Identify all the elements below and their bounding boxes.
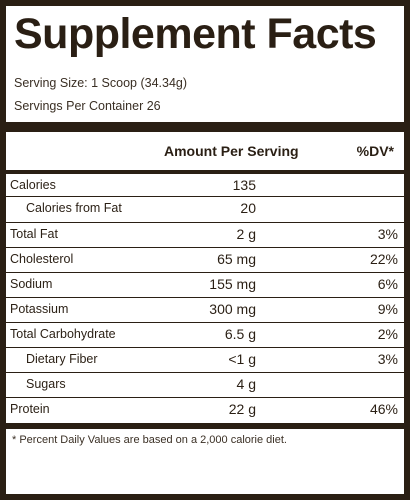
nutrient-name: Cholesterol — [10, 252, 74, 266]
nutrient-amount: 2 g — [236, 226, 256, 242]
nutrient-name: Calories — [10, 178, 56, 192]
nutrient-name: Protein — [10, 402, 50, 416]
nutrient-dv: 3% — [377, 351, 398, 367]
nutrient-row-total-fat: Total Fat 2 g 3% — [6, 222, 404, 245]
thick-divider — [6, 122, 404, 132]
nutrient-dv: 3% — [377, 226, 398, 242]
nutrient-name: Dietary Fiber — [26, 352, 98, 366]
nutrient-row-potassium: Potassium 300 mg 9% — [6, 297, 404, 320]
nutrient-row-protein: Protein 22 g 46% — [6, 397, 404, 420]
nutrient-row-sugars: Sugars 4 g — [6, 372, 404, 395]
nutrient-amount: 20 — [240, 200, 256, 216]
nutrient-row-sodium: Sodium 155 mg 6% — [6, 272, 404, 295]
nutrient-amount: 4 g — [236, 376, 256, 392]
nutrient-name: Potassium — [10, 302, 69, 316]
nutrient-row-total-carbohydrate: Total Carbohydrate 6.5 g 2% — [6, 322, 404, 345]
servings-per-container: Servings Per Container 26 — [14, 99, 161, 113]
nutrient-amount: 22 g — [228, 401, 256, 417]
nutrient-dv: 2% — [377, 326, 398, 342]
nutrient-amount: 135 — [232, 177, 256, 193]
nutrient-dv: 9% — [377, 301, 398, 317]
bottom-thick-divider — [6, 423, 404, 429]
daily-value-footnote: * Percent Daily Values are based on a 2,… — [12, 434, 287, 446]
supplement-facts-panel: Supplement Facts Serving Size: 1 Scoop (… — [3, 3, 407, 497]
daily-value-header: %DV* — [356, 143, 394, 159]
nutrient-dv: 6% — [377, 276, 398, 292]
nutrient-name: Calories from Fat — [26, 201, 122, 215]
nutrient-dv: 22% — [369, 251, 398, 267]
panel-title: Supplement Facts — [14, 10, 377, 58]
nutrient-amount: 300 mg — [209, 301, 256, 317]
nutrient-row-dietary-fiber: Dietary Fiber <1 g 3% — [6, 347, 404, 370]
nutrient-name: Total Fat — [10, 227, 58, 241]
nutrient-name: Total Carbohydrate — [10, 327, 116, 341]
nutrient-row-cholesterol: Cholesterol 65 mg 22% — [6, 247, 404, 270]
nutrient-amount: 155 mg — [209, 276, 256, 292]
serving-size: Serving Size: 1 Scoop (34.34g) — [14, 76, 188, 90]
nutrient-amount: 6.5 g — [224, 326, 256, 342]
nutrient-name: Sugars — [26, 377, 66, 391]
nutrient-dv: 46% — [369, 401, 398, 417]
nutrient-row-calories-from-fat: Calories from Fat 20 — [6, 196, 404, 219]
nutrient-row-calories: Calories 135 — [6, 170, 404, 196]
nutrient-amount: <1 g — [228, 351, 256, 367]
amount-per-serving-header: Amount Per Serving — [164, 143, 299, 159]
nutrient-name: Sodium — [10, 277, 53, 291]
nutrient-amount: 65 mg — [217, 251, 256, 267]
